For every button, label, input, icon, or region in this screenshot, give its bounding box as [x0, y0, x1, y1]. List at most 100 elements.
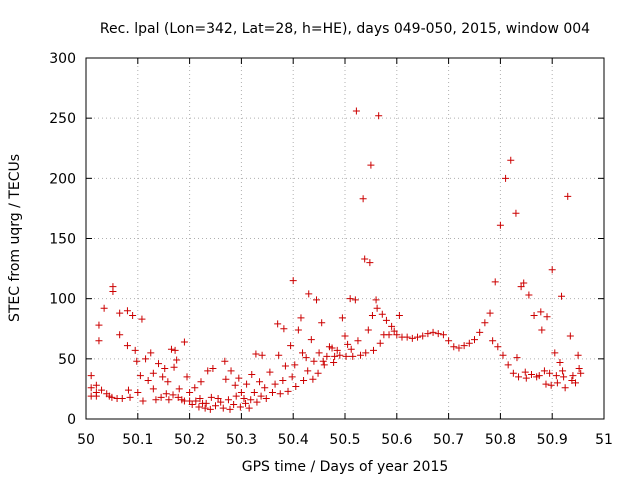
data-point	[186, 397, 194, 405]
data-point	[315, 349, 323, 357]
data-point	[288, 373, 296, 381]
y-tick-label: 200	[49, 171, 76, 187]
data-point	[561, 384, 569, 392]
x-tick-label: 50.2	[174, 432, 205, 448]
x-tick-label: 50.4	[278, 432, 309, 448]
data-point	[230, 401, 238, 409]
data-point	[367, 161, 375, 169]
data-point	[95, 337, 103, 345]
data-point	[124, 386, 132, 394]
data-point	[232, 392, 240, 400]
data-point	[520, 279, 528, 287]
data-point	[559, 367, 567, 375]
data-point	[314, 369, 322, 377]
y-tick-labels: 0 50 100 150 200 250 300	[49, 51, 76, 428]
data-point	[382, 316, 390, 324]
data-point	[152, 396, 160, 404]
data-point	[388, 322, 396, 330]
x-tick-label: 50.3	[226, 432, 257, 448]
data-point	[165, 396, 173, 404]
data-point	[116, 309, 124, 317]
data-point	[361, 255, 369, 263]
data-point	[95, 321, 103, 329]
data-point	[123, 342, 131, 350]
data-point	[419, 332, 427, 340]
y-axis-label: STEC from uqrg / TECUs	[7, 154, 23, 322]
data-point	[186, 389, 194, 397]
data-point	[169, 391, 177, 399]
data-point	[258, 351, 266, 359]
data-point	[131, 346, 139, 354]
data-point	[499, 351, 507, 359]
data-point	[368, 312, 376, 320]
data-point	[318, 319, 326, 327]
data-point	[564, 192, 572, 200]
data-point	[551, 349, 559, 357]
x-tick-label: 50.8	[485, 432, 516, 448]
data-point	[313, 296, 321, 304]
data-point	[245, 404, 253, 412]
data-point	[304, 367, 312, 375]
data-point	[221, 357, 229, 365]
data-point	[504, 361, 512, 369]
data-point	[342, 352, 350, 360]
data-point	[434, 330, 442, 338]
data-point	[525, 291, 533, 299]
data-point	[424, 330, 432, 338]
data-point	[92, 392, 100, 400]
data-point	[149, 385, 157, 393]
data-point	[192, 397, 200, 405]
data-point	[537, 308, 545, 316]
data-point	[351, 296, 359, 304]
data-point	[556, 358, 564, 366]
data-point	[231, 381, 239, 389]
data-point	[206, 405, 214, 413]
data-point	[204, 367, 212, 375]
data-point	[108, 393, 116, 401]
data-point	[109, 287, 117, 295]
data-point	[376, 339, 384, 347]
data-point	[222, 375, 230, 383]
data-point	[530, 312, 538, 320]
data-point	[167, 345, 175, 353]
data-point	[129, 312, 137, 320]
x-tick-label: 50.5	[329, 432, 360, 448]
data-point	[574, 351, 582, 359]
data-point	[243, 380, 251, 388]
data-point	[568, 376, 576, 384]
data-point	[354, 337, 362, 345]
data-point	[569, 372, 577, 380]
data-point	[538, 326, 546, 334]
x-tick-label: 50.7	[433, 432, 464, 448]
data-point	[202, 399, 210, 407]
data-point	[183, 373, 191, 381]
data-point	[553, 379, 561, 387]
data-point	[174, 393, 182, 401]
data-point	[527, 370, 535, 378]
data-point	[248, 370, 256, 378]
data-point	[450, 343, 458, 351]
data-point	[547, 381, 555, 389]
x-tick-label: 51	[595, 432, 613, 448]
data-point	[496, 221, 504, 229]
data-point	[157, 393, 165, 401]
data-point	[191, 384, 199, 392]
data-point	[173, 356, 181, 364]
data-point	[155, 360, 163, 368]
data-point	[305, 290, 313, 298]
data-point	[323, 352, 331, 360]
data-point	[300, 376, 308, 384]
data-point	[429, 328, 437, 336]
data-point	[142, 355, 150, 363]
data-point	[224, 396, 232, 404]
data-point	[266, 368, 274, 376]
data-point	[159, 373, 167, 381]
data-point	[256, 378, 264, 386]
x-tick-label: 50.6	[381, 432, 412, 448]
data-point	[257, 392, 265, 400]
data-point	[577, 369, 585, 377]
data-point	[395, 312, 403, 320]
data-point	[408, 334, 416, 342]
grid-lines	[86, 58, 604, 419]
